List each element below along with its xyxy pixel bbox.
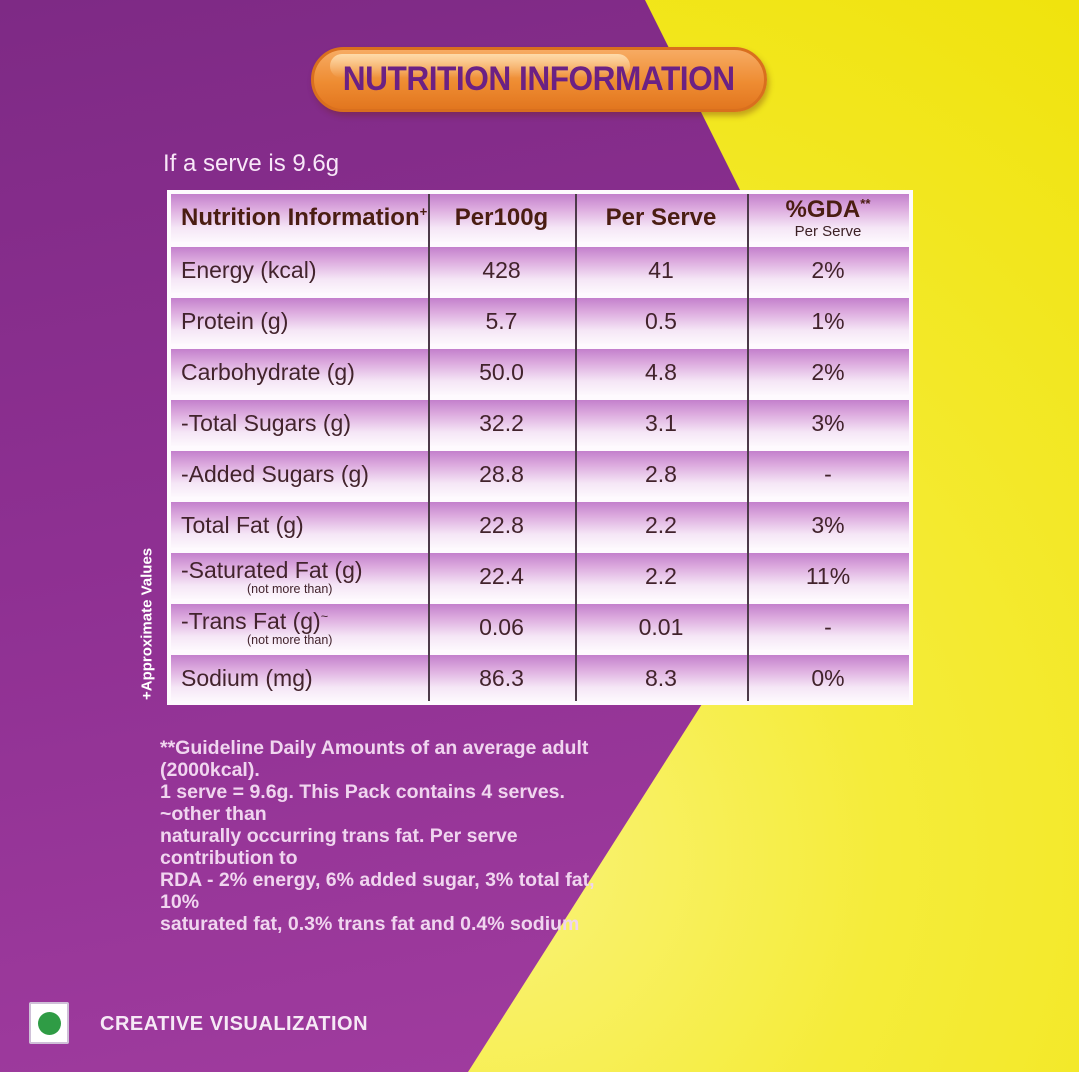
value-per-100g: 0.06 (428, 604, 575, 650)
value-per-serve: 0.5 (575, 298, 747, 344)
value-gda: 0% (747, 655, 909, 701)
header-gda-per-serve: Per Serve (794, 223, 862, 240)
table-row: -Saturated Fat (g) (not more than) 22.4 … (171, 553, 909, 599)
value-per-serve: 41 (575, 247, 747, 293)
value-per-100g: 28.8 (428, 451, 575, 497)
table-row: Total Fat (g) 22.8 2.2 3% (171, 502, 909, 548)
header-nutrition-information: Nutrition Information+ (171, 194, 428, 242)
nutrition-table: Nutrition Information+ Per100g Per Serve… (167, 190, 913, 705)
value-per-serve: 4.8 (575, 349, 747, 395)
column-divider-2 (575, 194, 577, 701)
value-per-serve: 8.3 (575, 655, 747, 701)
value-per-100g: 428 (428, 247, 575, 293)
serve-size-note: If a serve is 9.6g (163, 150, 340, 177)
value-gda: - (747, 451, 909, 497)
value-per-serve: 0.01 (575, 604, 747, 650)
value-per-100g: 5.7 (428, 298, 575, 344)
column-divider-1 (428, 194, 430, 701)
value-per-serve: 2.2 (575, 553, 747, 599)
value-per-serve: 2.2 (575, 502, 747, 548)
value-gda: 1% (747, 298, 909, 344)
header-plus-superscript: + (419, 204, 428, 219)
table-row: Protein (g) 5.7 0.5 1% (171, 298, 909, 344)
value-per-100g: 86.3 (428, 655, 575, 701)
header-per-100g: Per100g (428, 194, 575, 242)
title-banner-text: NUTRITION INFORMATION (343, 60, 735, 98)
approximate-values-side-label: +Approximate Values (138, 547, 156, 701)
table-header-row: Nutrition Information+ Per100g Per Serve… (171, 194, 909, 242)
veg-symbol (29, 1002, 69, 1044)
value-per-100g: 50.0 (428, 349, 575, 395)
header-gda-asterisks: ** (860, 196, 871, 211)
value-per-100g: 22.8 (428, 502, 575, 548)
veg-green-dot-icon (37, 1011, 61, 1035)
value-per-serve: 3.1 (575, 400, 747, 446)
value-gda: 11% (747, 553, 909, 599)
header-per-serve: Per Serve (575, 194, 747, 242)
table-row: -Trans Fat (g)~ (not more than) 0.06 0.0… (171, 604, 909, 650)
value-per-100g: 32.2 (428, 400, 575, 446)
header-gda: %GDA** Per Serve (747, 194, 909, 242)
creative-visualization-label: CREATIVE VISUALIZATION (100, 1013, 369, 1035)
value-gda: 3% (747, 502, 909, 548)
value-gda: 3% (747, 400, 909, 446)
value-per-serve: 2.8 (575, 451, 747, 497)
column-divider-3 (747, 194, 749, 701)
table-row: Carbohydrate (g) 50.0 4.8 2% (171, 349, 909, 395)
title-banner: NUTRITION INFORMATION (311, 47, 767, 112)
guideline-footnote: **Guideline Daily Amounts of an average … (160, 737, 595, 935)
table-row: -Total Sugars (g) 32.2 3.1 3% (171, 400, 909, 446)
value-gda: - (747, 604, 909, 650)
value-gda: 2% (747, 349, 909, 395)
value-per-100g: 22.4 (428, 553, 575, 599)
value-gda: 2% (747, 247, 909, 293)
table-row: Energy (kcal) 428 41 2% (171, 247, 909, 293)
table-row: -Added Sugars (g) 28.8 2.8 - (171, 451, 909, 497)
table-row: Sodium (mg) 86.3 8.3 0% (171, 655, 909, 701)
